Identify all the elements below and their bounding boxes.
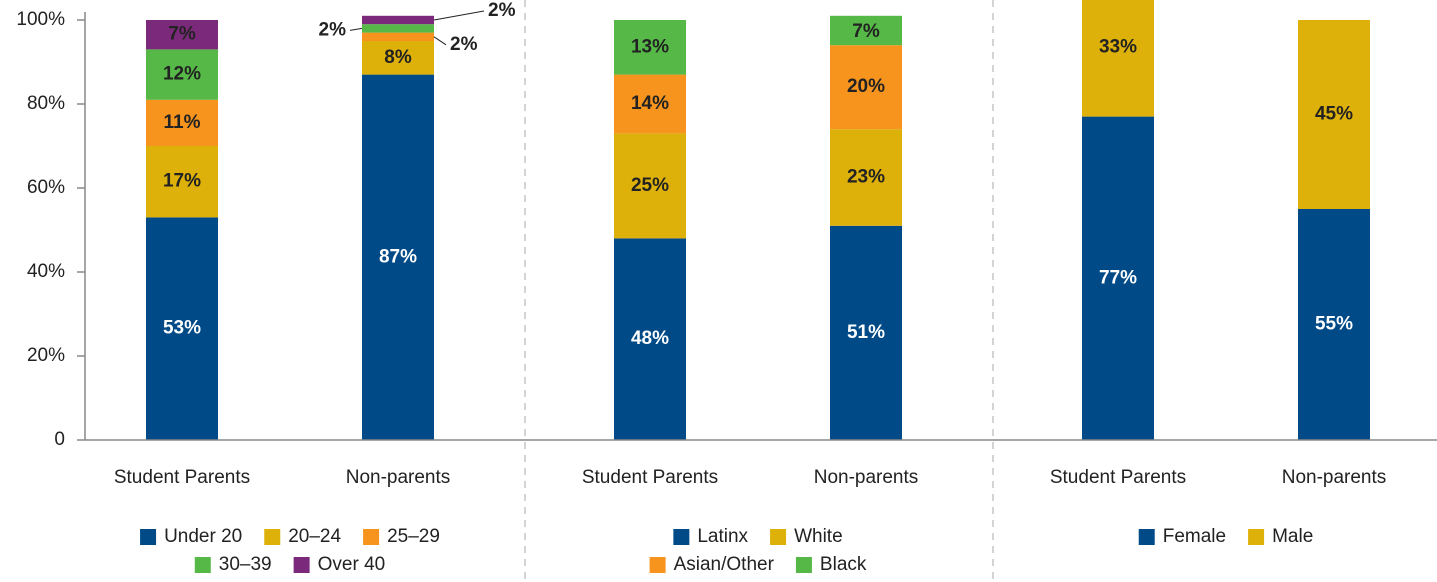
legend-label: Male [1272,526,1313,547]
bar-segment [830,45,902,130]
y-tick-label: 20% [27,345,65,366]
x-tick-label: Non-parents [346,467,451,488]
value-label: 2% [488,0,516,21]
leader-line [433,36,447,46]
y-tick-label: 0 [54,429,65,450]
bar-segment [614,74,686,134]
bar-segment [146,146,218,218]
legend-swatch [649,557,666,573]
legend-swatch [264,529,281,545]
legend-label: 25–29 [387,526,440,547]
x-tick-label: Student Parents [582,467,718,488]
bar-segment [614,133,686,239]
value-label: 20% [847,76,885,97]
value-label: 51% [847,322,885,343]
bar-segment [362,32,434,41]
value-label: 87% [379,246,417,267]
legend-swatch [673,529,690,545]
bar-segment [614,238,686,440]
value-label: 23% [847,167,885,188]
value-label: 17% [163,171,201,192]
bar-segment [1082,0,1154,117]
value-label: 12% [163,64,201,85]
x-tick-label: Student Parents [1050,467,1186,488]
value-label: 14% [631,93,669,114]
bar-segment [362,24,434,33]
bar-segment [614,20,686,75]
value-label: 25% [631,175,669,196]
y-tick-label: 60% [27,177,65,198]
legend-swatch [770,529,787,545]
legend-label: Black [820,554,867,575]
legend-label: White [794,526,843,547]
value-label: 11% [164,112,201,133]
value-label: 48% [631,328,669,349]
bar-segment [362,74,434,440]
legend-swatch [1138,529,1155,545]
bar-segment [146,217,218,440]
legend-label: 20–24 [288,526,341,547]
value-label: 7% [168,24,196,45]
x-tick-label: Student Parents [114,467,250,488]
bar-segment [146,20,218,50]
legend-label: Asian/Other [674,554,775,575]
bar-segment [830,225,902,440]
bar-segment [830,15,902,46]
legend-label: 30–39 [219,554,272,575]
bar-segment [830,129,902,226]
x-tick-label: Non-parents [1282,467,1387,488]
leader-line [433,10,485,21]
legend-swatch [140,529,157,545]
value-label: 7% [852,21,880,42]
value-label: 53% [163,318,201,339]
value-label: 55% [1315,314,1353,335]
legend-label: Under 20 [164,526,242,547]
legend-swatch [194,557,211,573]
legend-swatch [293,557,310,573]
value-label: 2% [450,34,478,55]
legend-label: Latinx [697,526,748,547]
bar-segment [362,15,434,25]
bar-segment [1082,116,1154,440]
plot-area [146,0,1370,440]
y-tick-label: 80% [27,93,65,114]
value-label: 33% [1099,36,1137,57]
y-tick-label: 40% [27,261,65,282]
legend-swatch [363,529,380,545]
bar-segment [1298,209,1370,440]
legend-label: Female [1163,526,1226,547]
value-label: 13% [631,36,669,57]
bar-segment [1298,20,1370,209]
bar-segment [146,99,218,146]
legend-label: Over 40 [318,554,386,575]
value-label: 8% [384,47,412,68]
leader-line [349,27,363,31]
value-label: 77% [1099,267,1137,288]
bar-segment [362,41,434,75]
bar-segment [146,49,218,100]
y-tick-label: 100% [16,9,65,30]
legend-swatch [1248,529,1265,545]
value-label: 45% [1315,104,1353,125]
x-tick-label: Non-parents [814,467,919,488]
value-label: 2% [319,19,347,40]
legend-swatch [795,557,812,573]
